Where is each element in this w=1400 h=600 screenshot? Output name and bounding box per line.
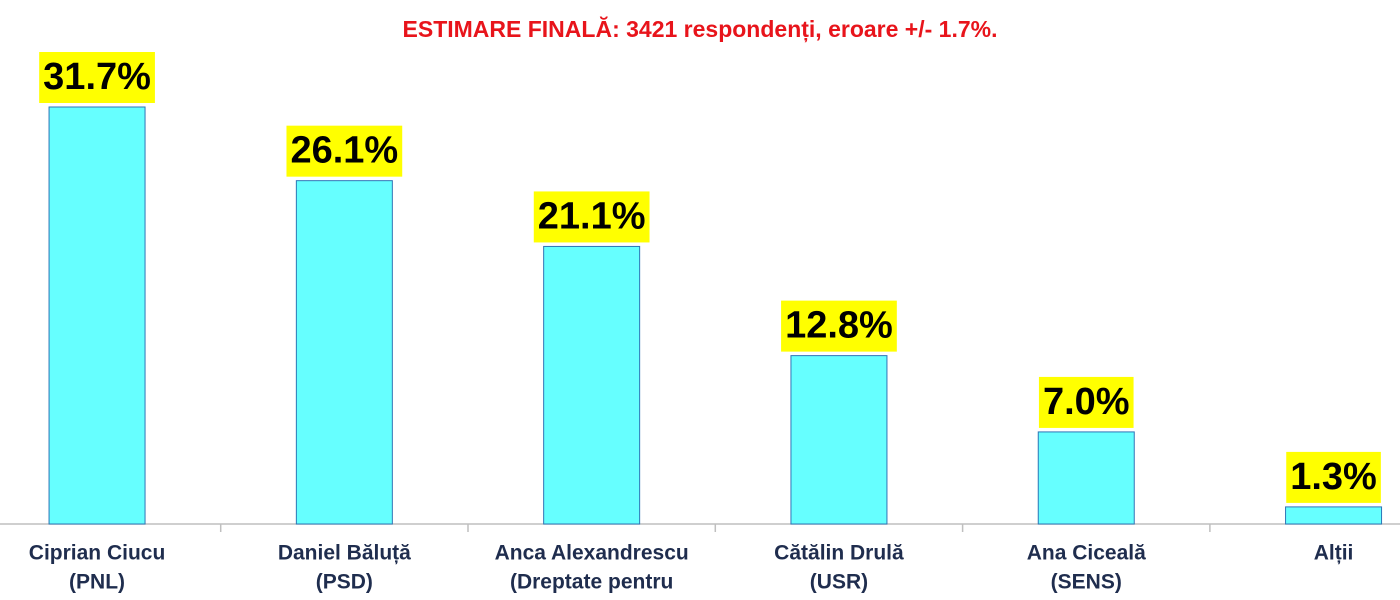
bar	[790, 355, 888, 525]
bar	[1037, 431, 1135, 525]
value-label-box	[1038, 376, 1134, 428]
x-tick-label: Alții	[1314, 542, 1354, 565]
value-label: 31.7%	[43, 56, 151, 98]
value-label: 1.3%	[1290, 456, 1377, 498]
value-label-box	[286, 125, 403, 177]
x-tick-label: Anca Alexandrescu	[495, 542, 689, 565]
bar	[295, 180, 393, 525]
value-label: 12.8%	[785, 305, 893, 347]
value-label-box	[533, 191, 650, 243]
value-label-box	[39, 52, 155, 103]
bar	[48, 106, 146, 525]
bar	[543, 245, 641, 525]
value-label: 7.0%	[1043, 381, 1130, 423]
x-tick-label: (SENS)	[1051, 571, 1122, 594]
x-tick-label: (USR)	[810, 571, 868, 594]
x-tick-label: Ana Ciceală	[1027, 542, 1146, 565]
bar	[1285, 506, 1383, 525]
x-tick-label: Daniel Băluță	[278, 542, 411, 565]
x-tick-label: (Dreptate pentru	[510, 571, 673, 594]
value-label-box	[781, 300, 897, 352]
x-tick-label: Ciprian Ciucu	[29, 542, 166, 565]
value-label-box	[1286, 451, 1381, 503]
x-tick-label: Cătălin Drulă	[774, 542, 904, 565]
value-label: 21.1%	[538, 195, 646, 237]
value-label: 26.1%	[290, 130, 398, 172]
x-tick-label: (PNL)	[69, 571, 125, 594]
x-tick-label: (PSD)	[316, 571, 373, 594]
chart-title: ESTIMARE FINALĂ: 3421 respondenți, eroar…	[403, 15, 998, 43]
